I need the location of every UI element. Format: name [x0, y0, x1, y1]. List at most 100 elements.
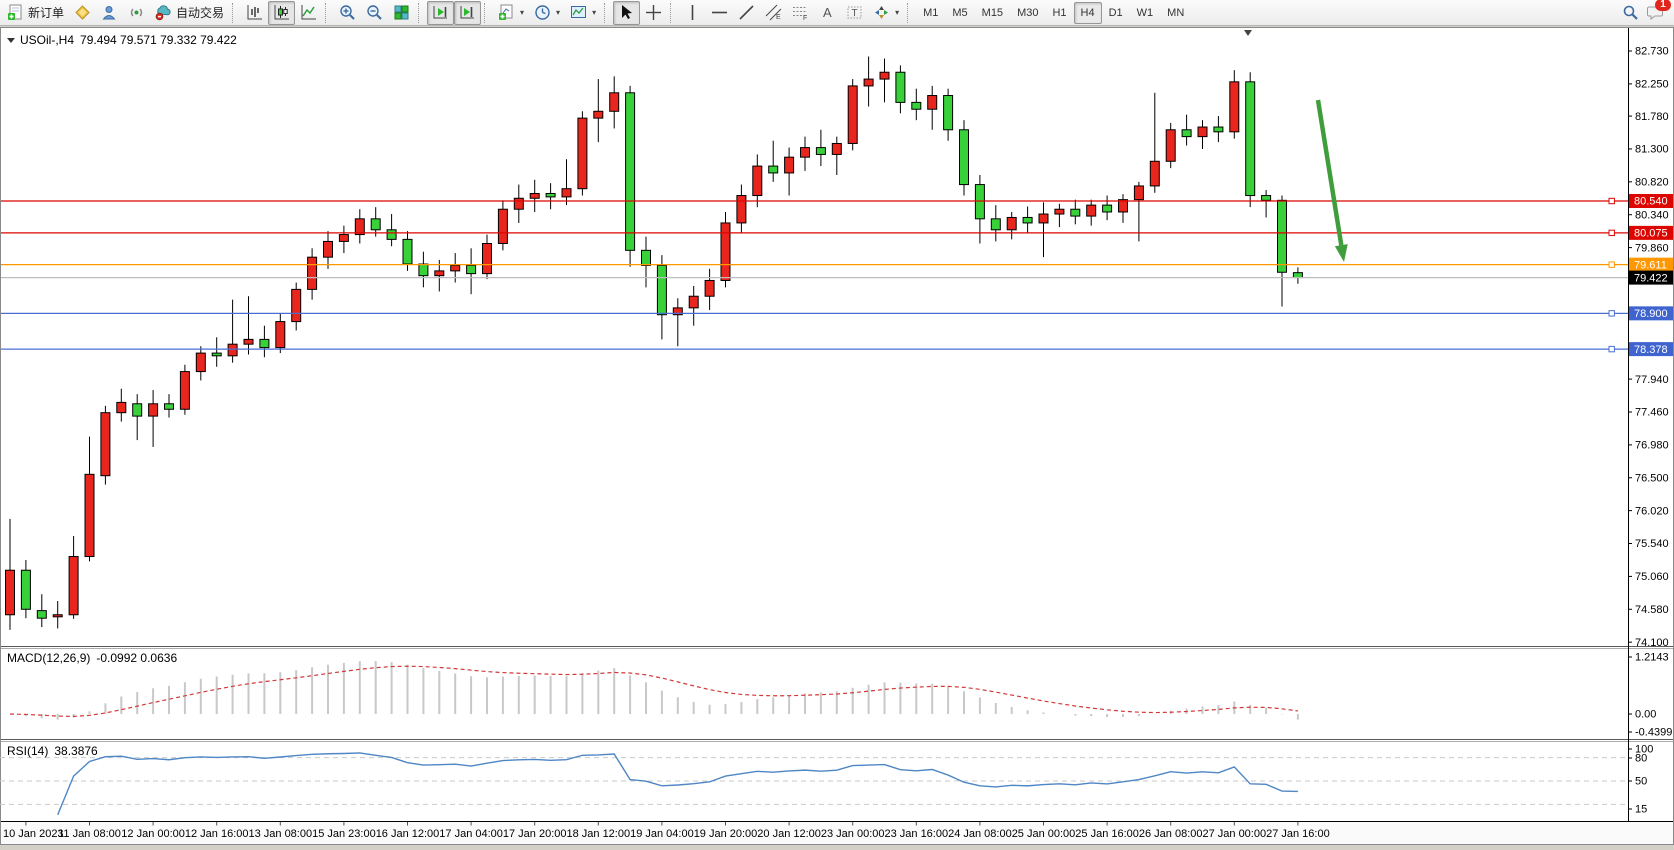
text-label-icon: T [846, 4, 863, 21]
svg-text:50: 50 [1635, 776, 1647, 788]
symbol-period-label: USOil-,H4 [20, 33, 75, 47]
notifications-button[interactable]: 1 [1647, 0, 1671, 21]
candlestick-chart-icon [273, 4, 290, 21]
trendline-button[interactable] [733, 1, 760, 25]
auto-scroll-button[interactable] [427, 0, 455, 25]
new-order-button[interactable]: 新订单 [2, 1, 69, 25]
styles-button[interactable] [69, 1, 96, 25]
fibonacci-button[interactable]: F [787, 1, 814, 25]
zoom-out-icon [366, 4, 383, 21]
svg-text:74.580: 74.580 [1635, 604, 1669, 616]
svg-text:19 Jan 20:00: 19 Jan 20:00 [694, 828, 758, 840]
svg-text:79.422: 79.422 [1634, 272, 1668, 284]
chevron-down-icon: ▾ [592, 8, 597, 17]
yellow-tag-icon [74, 4, 91, 21]
candlestick-chart-button[interactable] [268, 0, 296, 25]
channel-button[interactable]: E [760, 1, 787, 25]
bar-chart-button[interactable] [241, 1, 268, 25]
svg-text:25 Jan 00:00: 25 Jan 00:00 [1012, 828, 1076, 840]
horizontal-line-button[interactable] [706, 1, 733, 25]
templates-button[interactable]: ▾ [565, 1, 601, 25]
timeframe-h4[interactable]: H4 [1073, 1, 1102, 24]
svg-text:76.500: 76.500 [1635, 472, 1669, 484]
periods-button[interactable]: ▾ [529, 1, 565, 25]
svg-text:T: T [852, 8, 858, 19]
svg-text:80.075: 80.075 [1634, 228, 1668, 240]
crosshair-button[interactable] [640, 1, 667, 25]
new-order-label: 新订单 [28, 6, 65, 20]
svg-text:81.780: 81.780 [1635, 111, 1669, 123]
zoom-in-icon [339, 4, 356, 21]
svg-text:0.00: 0.00 [1635, 709, 1656, 721]
chart-window[interactable]: USOil-,H4 79.494 79.571 79.332 79.422 MAC… [0, 27, 1674, 845]
tile-windows-button[interactable] [388, 1, 415, 25]
text-label-button[interactable]: T [841, 1, 868, 25]
horizontal-line-icon [711, 4, 728, 21]
timeframe-d1[interactable]: D1 [1108, 6, 1123, 19]
svg-text:78.378: 78.378 [1634, 344, 1668, 356]
toolbar-separator [484, 2, 490, 23]
bar-chart-icon [246, 4, 263, 21]
timeframe-m5[interactable]: M5 [952, 6, 968, 19]
timeframe-m30[interactable]: M30 [1017, 6, 1039, 19]
timeframe-w1[interactable]: W1 [1136, 6, 1154, 19]
zoom-out-button[interactable] [361, 1, 388, 25]
svg-text:A: A [823, 5, 832, 20]
svg-text:100: 100 [1635, 744, 1653, 756]
svg-text:12 Jan 00:00: 12 Jan 00:00 [121, 828, 185, 840]
vertical-line-button[interactable] [679, 1, 706, 25]
svg-text:77.460: 77.460 [1635, 407, 1669, 419]
vertical-line-icon [684, 4, 701, 21]
chart-shift-button[interactable] [454, 0, 482, 25]
arrows-button[interactable]: ▾ [868, 1, 904, 25]
autotrading-button[interactable]: 自动交易 [150, 1, 229, 25]
timeframe-h1[interactable]: H1 [1052, 6, 1067, 19]
fibo-letter: F [803, 15, 807, 21]
svg-text:24 Jan 08:00: 24 Jan 08:00 [948, 828, 1012, 840]
svg-text:80.540: 80.540 [1634, 196, 1668, 208]
svg-text:80.340: 80.340 [1635, 209, 1669, 221]
toolbar-separator [418, 2, 424, 23]
timeframe-m1[interactable]: M1 [923, 6, 939, 19]
text-button[interactable]: A [814, 1, 841, 25]
svg-text:1.2143: 1.2143 [1635, 652, 1669, 664]
signals-button[interactable] [123, 1, 150, 25]
ohlc-values: 79.494 79.571 79.332 79.422 [80, 33, 237, 47]
autotrading-icon [155, 4, 172, 21]
chart-canvas[interactable]: 82.730 82.250 81.780 81.300 80.820 80.340 79.8… [0, 27, 1674, 850]
search-icon[interactable] [1622, 4, 1639, 21]
line-chart-button[interactable] [295, 1, 322, 25]
chart-title-bar: USOil-,H4 79.494 79.571 79.332 79.422 [7, 33, 237, 47]
svg-text:78.900: 78.900 [1634, 308, 1668, 320]
svg-text:77.940: 77.940 [1635, 374, 1669, 386]
timeframe-m15[interactable]: M15 [981, 6, 1004, 19]
chevron-down-icon: ▾ [895, 8, 900, 17]
signal-icon [128, 4, 145, 21]
macd-values: -0.0992 0.0636 [96, 651, 178, 665]
svg-text:16 Jan 12:00: 16 Jan 12:00 [376, 828, 440, 840]
cursor-button[interactable] [613, 0, 641, 25]
svg-text:76.020: 76.020 [1635, 505, 1669, 517]
zoom-in-button[interactable] [334, 1, 361, 25]
line-chart-icon [300, 4, 317, 21]
auto-scroll-icon [432, 4, 449, 21]
fibonacci-icon: F [792, 4, 809, 22]
svg-text:79.860: 79.860 [1635, 242, 1669, 254]
svg-text:11 Jan 08:00: 11 Jan 08:00 [58, 828, 121, 840]
template-icon [570, 4, 587, 21]
tile-windows-icon [393, 4, 410, 21]
timeframe-mn[interactable]: MN [1167, 6, 1185, 19]
symbol-dropdown-icon[interactable] [7, 38, 15, 44]
text-icon: A [819, 4, 836, 21]
indicators-button[interactable]: ▾ [493, 1, 529, 25]
timeframe-group: M1 M5 M15 M30 H1 H4 D1 W1 MN [916, 1, 1191, 25]
svg-text:15 Jan 23:00: 15 Jan 23:00 [312, 828, 376, 840]
trendline-icon [738, 4, 755, 21]
add-indicator-icon [498, 4, 515, 21]
rsi-value: 38.3876 [54, 744, 98, 758]
svg-text:23 Jan 00:00: 23 Jan 00:00 [821, 828, 885, 840]
toolbar-separator [232, 2, 238, 23]
toolbar-separator [604, 2, 610, 23]
community-button[interactable] [96, 1, 123, 25]
cursor-icon [618, 4, 635, 21]
